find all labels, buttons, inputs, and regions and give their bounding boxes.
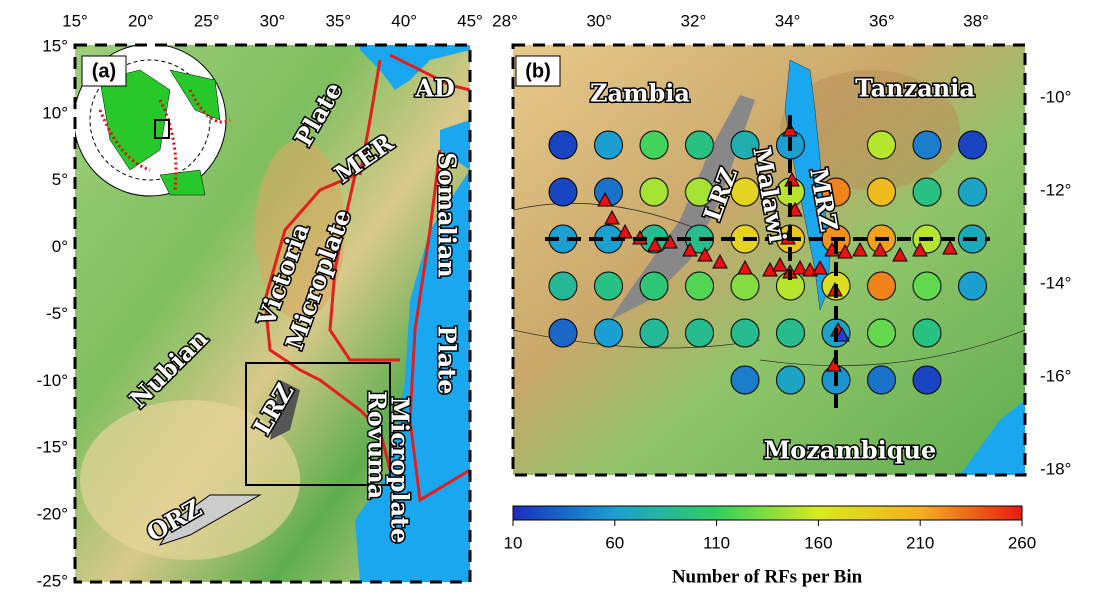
x-tick-label: 32° <box>681 11 707 30</box>
place-label: AD <box>414 74 454 103</box>
x-tick-label: 45° <box>457 11 483 30</box>
bin <box>913 131 941 159</box>
y-tick-label: -12° <box>1040 180 1071 199</box>
bin <box>595 272 623 300</box>
y-tick-label: -14° <box>1040 273 1071 292</box>
bin <box>868 319 896 347</box>
bin <box>777 366 805 394</box>
bin <box>686 272 714 300</box>
bin <box>868 366 896 394</box>
bin <box>913 272 941 300</box>
x-tick-label: 40° <box>391 11 417 30</box>
x-tick-label: 15° <box>62 11 88 30</box>
x-tick-label: 34° <box>775 11 801 30</box>
y-tick-label: -25° <box>37 571 68 590</box>
bin <box>868 131 896 159</box>
bin <box>959 178 987 206</box>
panel-label: (a) <box>92 60 116 82</box>
y-tick-label: -20° <box>37 505 68 524</box>
bin <box>595 319 623 347</box>
bin <box>913 366 941 394</box>
bin <box>913 178 941 206</box>
bin <box>777 319 805 347</box>
bin <box>686 319 714 347</box>
bin <box>913 319 941 347</box>
x-tick-label: 28° <box>492 11 518 30</box>
colorbar-tick-label: 260 <box>1008 533 1036 552</box>
place-label: Tanzania <box>855 74 975 103</box>
bin <box>731 272 759 300</box>
colorbar <box>513 506 1022 520</box>
x-tick-label: 35° <box>325 11 351 30</box>
colorbar-tick-label: 160 <box>804 533 832 552</box>
bin <box>549 319 577 347</box>
bin <box>640 272 668 300</box>
bin <box>549 272 577 300</box>
bin <box>731 366 759 394</box>
x-tick-label: 30° <box>260 11 286 30</box>
y-tick-label: 10° <box>42 103 68 122</box>
y-tick-label: 0° <box>52 237 68 256</box>
colorbar-tick-label: 60 <box>605 533 624 552</box>
y-tick-label: -10° <box>37 371 68 390</box>
y-tick-label: 15° <box>42 36 68 55</box>
panel-label: (b) <box>525 60 551 82</box>
colorbar-tick-label: 210 <box>906 533 934 552</box>
x-tick-label: 25° <box>194 11 220 30</box>
x-tick-label: 30° <box>586 11 612 30</box>
y-tick-label: -5° <box>46 304 68 323</box>
colorbar-label: Number of RFs per Bin <box>672 566 863 587</box>
y-tick-label: -15° <box>37 438 68 457</box>
bin <box>868 272 896 300</box>
bin <box>686 131 714 159</box>
bin <box>640 178 668 206</box>
x-tick-label: 36° <box>869 11 895 30</box>
bin <box>595 131 623 159</box>
colorbar-tick-label: 10 <box>504 533 523 552</box>
y-tick-label: -16° <box>1040 366 1071 385</box>
bin <box>868 178 896 206</box>
bin <box>731 319 759 347</box>
place-label: Somalian <box>433 152 462 278</box>
map-b <box>513 45 1025 475</box>
y-tick-label: -10° <box>1040 87 1071 106</box>
bin <box>640 319 668 347</box>
x-tick-label: 38° <box>963 11 989 30</box>
bin <box>959 272 987 300</box>
place-label: Mozambique <box>764 436 937 465</box>
place-label: Plate <box>433 325 462 394</box>
bin <box>640 131 668 159</box>
y-tick-label: -18° <box>1040 459 1071 478</box>
colorbar-tick-label: 110 <box>703 533 730 552</box>
bin <box>959 131 987 159</box>
place-label: Zambia <box>590 79 690 108</box>
figure: (a) AD MER Plate Somalian Plate Victoria… <box>0 0 1099 590</box>
y-tick-label: 5° <box>52 170 68 189</box>
x-tick-label: 20° <box>128 11 154 30</box>
place-label: Microplate <box>386 397 415 544</box>
bin <box>549 131 577 159</box>
bin <box>549 178 577 206</box>
